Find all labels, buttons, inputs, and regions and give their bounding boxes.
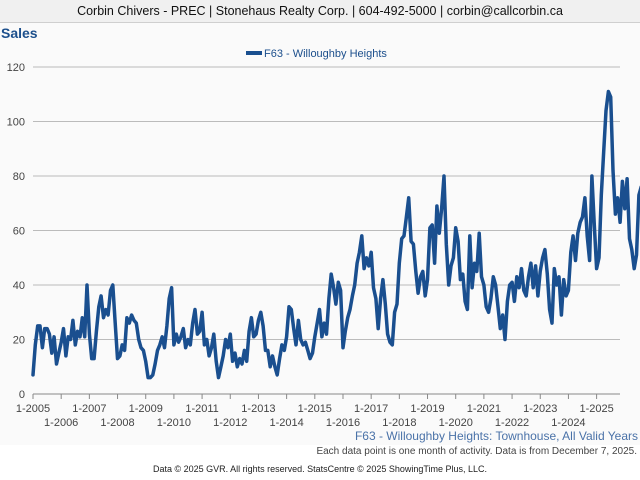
series-layer (31, 89, 640, 380)
page-title: Sales (1, 25, 38, 41)
y-tick-label: 40 (13, 280, 25, 292)
y-tick-label: 120 (7, 62, 25, 74)
x-axis: 1-2005 1-2007 1-2009 1-2011 1-2013 1-2015 1-20… (16, 394, 614, 429)
series-line-f63-willoughby-heights (31, 89, 640, 380)
x-tick-label: 1-2014 (269, 417, 303, 429)
x-tick-label: 1-2011 (185, 403, 218, 415)
x-tick-label: 1-2025 (579, 403, 613, 415)
y-tick-label: 20 (13, 335, 25, 347)
x-tick-label: 1-2012 (213, 417, 247, 429)
data-note: Each data point is one month of activity… (316, 446, 637, 457)
copyright-footer: Data © 2025 GVR. All rights reserved. St… (152, 464, 488, 474)
x-tick-label: 1-2010 (157, 417, 191, 429)
chart-subtitle: F63 - Willoughby Heights: Townhouse, All… (354, 429, 638, 443)
legend-swatch (246, 51, 262, 55)
y-tick-label: 0 (19, 389, 25, 401)
chart-background (0, 0, 640, 445)
x-tick-label: 1-2024 (551, 417, 585, 429)
y-tick-label: 80 (13, 171, 25, 183)
x-tick-label: 1-2017 (354, 403, 388, 415)
y-tick-label: 100 (7, 117, 25, 129)
x-tick-label: 1-2008 (100, 417, 134, 429)
sales-line-chart: F63 - Willoughby Heights 0 20 40 60 80 100 120… (7, 48, 640, 429)
x-tick-label: 1-2021 (467, 403, 501, 415)
y-axis: 0 20 40 60 80 100 120 (7, 62, 25, 401)
x-tick-label: 1-2019 (410, 403, 444, 415)
x-tick-label: 1-2018 (382, 417, 416, 429)
x-tick-label: 1-2005 (16, 403, 50, 415)
legend-label: F63 - Willoughby Heights (264, 48, 387, 60)
y-tick-label: 60 (13, 226, 25, 238)
x-tick-label: 1-2016 (326, 417, 360, 429)
x-tick-label: 1-2023 (523, 403, 557, 415)
agent-contact-header: Corbin Chivers - PREC | Stonehaus Realty… (0, 0, 640, 23)
x-tick-label: 1-2020 (439, 417, 473, 429)
x-tick-label: 1-2006 (44, 417, 78, 429)
x-tick-label: 1-2007 (72, 403, 106, 415)
chart-legend[interactable]: F63 - Willoughby Heights (246, 48, 387, 60)
x-tick-label: 1-2015 (298, 403, 332, 415)
x-tick-label: 1-2022 (495, 417, 529, 429)
x-tick-label: 1-2009 (129, 403, 163, 415)
x-tick-label: 1-2013 (241, 403, 275, 415)
